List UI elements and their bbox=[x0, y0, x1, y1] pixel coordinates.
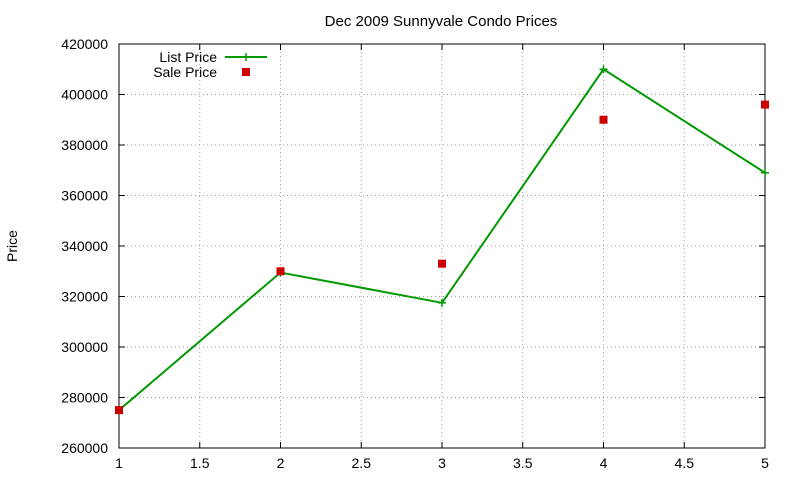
chart-title: Dec 2009 Sunnyvale Condo Prices bbox=[325, 13, 558, 30]
list-price-point bbox=[438, 298, 446, 307]
y-tick-labels: 260000 280000 300000 320000 340000 360000 3800… bbox=[61, 36, 108, 456]
legend-label-list-price: List Price bbox=[159, 49, 217, 65]
y-tick-label: 280000 bbox=[61, 390, 108, 406]
y-tick-label: 300000 bbox=[61, 339, 108, 355]
x-tick-labels: 1 1.5 2 2.5 3 3.5 4 4.5 5 bbox=[115, 455, 769, 471]
sale-price-point bbox=[438, 259, 446, 268]
x-tick-label: 5 bbox=[761, 455, 769, 471]
x-tick-label: 1.5 bbox=[190, 455, 210, 471]
y-tick-label: 260000 bbox=[61, 440, 108, 456]
list-price-point bbox=[761, 168, 769, 177]
legend-label-sale-price: Sale Price bbox=[153, 64, 217, 80]
sale-price-point bbox=[761, 100, 769, 109]
grid bbox=[119, 44, 765, 448]
sale-price-point bbox=[276, 267, 285, 276]
y-tick-label: 360000 bbox=[61, 188, 108, 204]
list-price-point bbox=[599, 65, 608, 74]
y-tick-label: 380000 bbox=[61, 137, 108, 153]
y-tick-label: 340000 bbox=[61, 238, 108, 254]
y-tick-label: 420000 bbox=[61, 36, 108, 52]
legend-marker-list-price bbox=[242, 53, 250, 61]
legend-marker-sale-price bbox=[242, 68, 250, 76]
x-tick-label: 3.5 bbox=[513, 455, 533, 471]
y-tick-label: 320000 bbox=[61, 289, 108, 305]
x-tick-label: 4 bbox=[600, 455, 608, 471]
sale-price-point bbox=[115, 406, 123, 415]
y-tick-label: 400000 bbox=[61, 87, 108, 103]
x-tick-label: 3 bbox=[438, 455, 446, 471]
sale-price-point bbox=[599, 115, 608, 124]
series bbox=[115, 65, 769, 415]
y-axis-label: Price bbox=[4, 230, 20, 262]
x-tick-label: 1 bbox=[115, 455, 123, 471]
ticks bbox=[118, 43, 766, 449]
x-tick-label: 2.5 bbox=[352, 455, 372, 471]
x-tick-label: 4.5 bbox=[675, 455, 695, 471]
x-tick-label: 2 bbox=[277, 455, 285, 471]
